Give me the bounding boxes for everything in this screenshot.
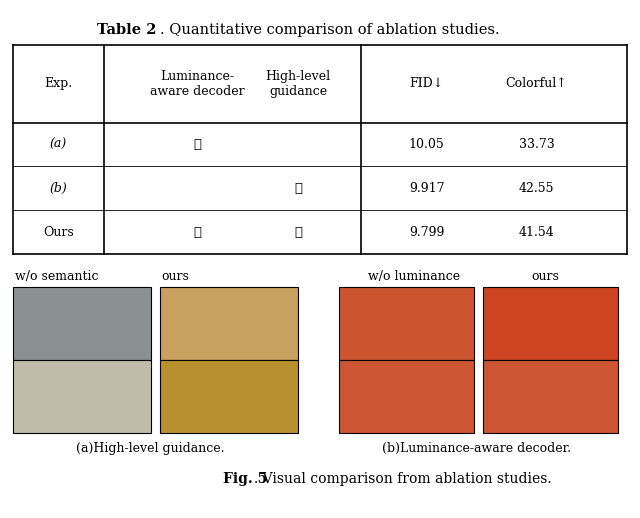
Text: Fig. 5: Fig. 5 — [223, 472, 267, 486]
Text: 42.55: 42.55 — [518, 182, 554, 195]
Text: (b): (b) — [49, 182, 67, 195]
Text: ✓: ✓ — [194, 226, 202, 239]
Bar — [339, 287, 474, 361]
Bar — [160, 361, 298, 433]
Text: 9.917: 9.917 — [409, 182, 444, 195]
Text: . Visual comparison from ablation studies.: . Visual comparison from ablation studie… — [254, 472, 552, 486]
Text: (a): (a) — [50, 138, 67, 151]
Text: (a)High-level guidance.: (a)High-level guidance. — [76, 441, 225, 455]
Text: Luminance-
aware decoder: Luminance- aware decoder — [150, 70, 245, 98]
Bar — [339, 361, 474, 433]
Text: FID↓: FID↓ — [410, 77, 444, 90]
Bar — [483, 287, 618, 361]
Text: Ours: Ours — [43, 226, 74, 239]
Text: w/o semantic: w/o semantic — [15, 270, 99, 283]
Text: ✓: ✓ — [294, 182, 302, 195]
Text: High-level
guidance: High-level guidance — [266, 70, 331, 98]
Text: Exp.: Exp. — [44, 77, 72, 90]
Text: ours: ours — [162, 270, 189, 283]
Text: 41.54: 41.54 — [518, 226, 554, 239]
Text: (b)Luminance-aware decoder.: (b)Luminance-aware decoder. — [382, 441, 572, 455]
Bar — [483, 361, 618, 433]
Text: 10.05: 10.05 — [409, 138, 445, 151]
Text: Table 2: Table 2 — [97, 23, 157, 37]
Text: ✓: ✓ — [294, 226, 302, 239]
Bar — [13, 287, 150, 361]
Text: ✓: ✓ — [194, 138, 202, 151]
Text: w/o luminance: w/o luminance — [368, 270, 460, 283]
Bar — [13, 361, 150, 433]
Text: . Quantitative comparison of ablation studies.: . Quantitative comparison of ablation st… — [160, 23, 500, 37]
Text: 9.799: 9.799 — [409, 226, 444, 239]
Text: ours: ours — [532, 270, 560, 283]
Bar — [160, 287, 298, 361]
Text: Colorful↑: Colorful↑ — [506, 77, 567, 90]
Text: 33.73: 33.73 — [518, 138, 554, 151]
